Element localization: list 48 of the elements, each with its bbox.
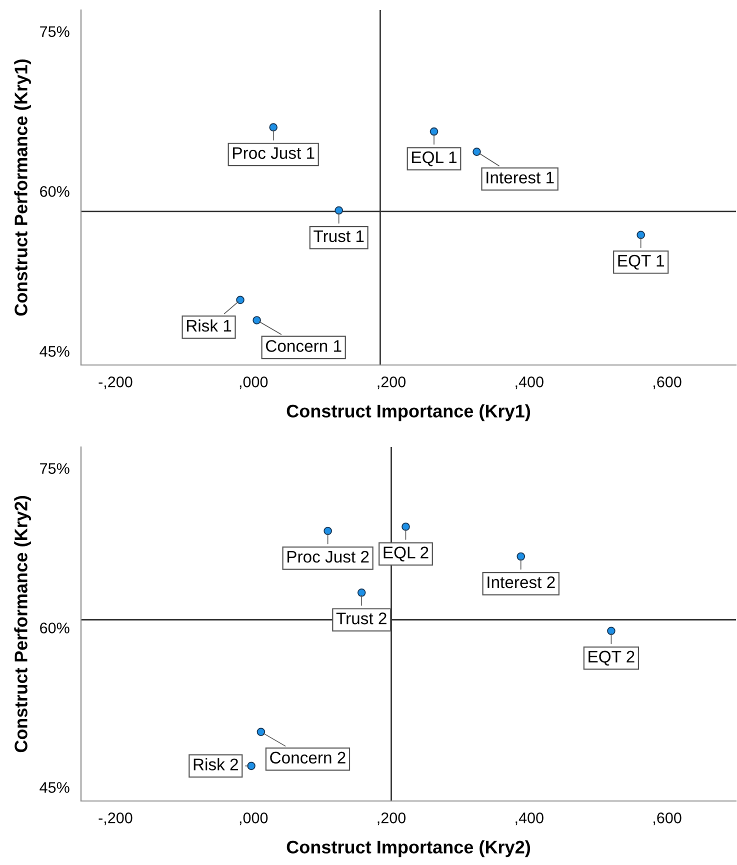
point (324, 526, 332, 536)
point (357, 588, 366, 597)
annotation: Interest 2 (488, 576, 555, 588)
point (334, 206, 344, 215)
x-tick-label: ,200 (378, 376, 406, 390)
x-tick-label: -,200 (98, 812, 132, 826)
point (636, 230, 646, 240)
point (516, 552, 526, 561)
point (247, 762, 256, 770)
x-tick-label: ,000 (240, 376, 268, 390)
annotation: Trust 1 (314, 230, 364, 242)
point (269, 123, 278, 132)
x-axis-title: Construct Importance (Kry1) (286, 404, 530, 422)
x-tick-label: ,200 (378, 812, 406, 826)
x-tick-label: ,400 (516, 376, 544, 390)
x-axis-title: Construct Importance (Kry2) (286, 840, 530, 858)
x-tick-label: ,000 (240, 812, 268, 826)
annotation: Trust 2 (336, 612, 386, 624)
annotation: Risk 1 (187, 319, 232, 332)
point (402, 522, 410, 531)
y-axis-title: Construct Performance (Kry2) (14, 496, 31, 752)
annotation: Proc Just 1 (233, 147, 314, 159)
point (256, 728, 266, 736)
x-tick-label: ,600 (654, 812, 682, 826)
annotation: Interest 1 (486, 172, 554, 184)
annotation: EQT 1 (618, 254, 664, 270)
y-axis-title: Construct Performance (Kry1) (14, 59, 31, 316)
annotation: EQL 1 (412, 151, 457, 166)
point (607, 626, 616, 636)
y-tick-label: 75% (40, 463, 70, 474)
point (252, 316, 261, 324)
annotation: Concern 1 (266, 340, 342, 352)
x-tick-label: -,200 (98, 376, 132, 390)
annotation: Proc Just 2 (288, 550, 369, 563)
annotation: EQT 2 (588, 650, 634, 666)
y-tick-label: 60% (40, 622, 70, 634)
annotation: Concern 2 (270, 752, 346, 764)
point (430, 127, 438, 136)
point (236, 296, 244, 304)
annotation: Risk 2 (194, 758, 238, 770)
point (472, 148, 481, 156)
annotation: EQL 2 (384, 546, 428, 562)
y-tick-label: 45% (40, 346, 70, 357)
y-tick-label: 45% (40, 782, 70, 793)
x-tick-label: ,600 (654, 376, 682, 390)
y-tick-label: 60% (40, 186, 70, 197)
y-tick-label: 75% (40, 26, 70, 38)
x-tick-label: ,400 (516, 812, 544, 826)
